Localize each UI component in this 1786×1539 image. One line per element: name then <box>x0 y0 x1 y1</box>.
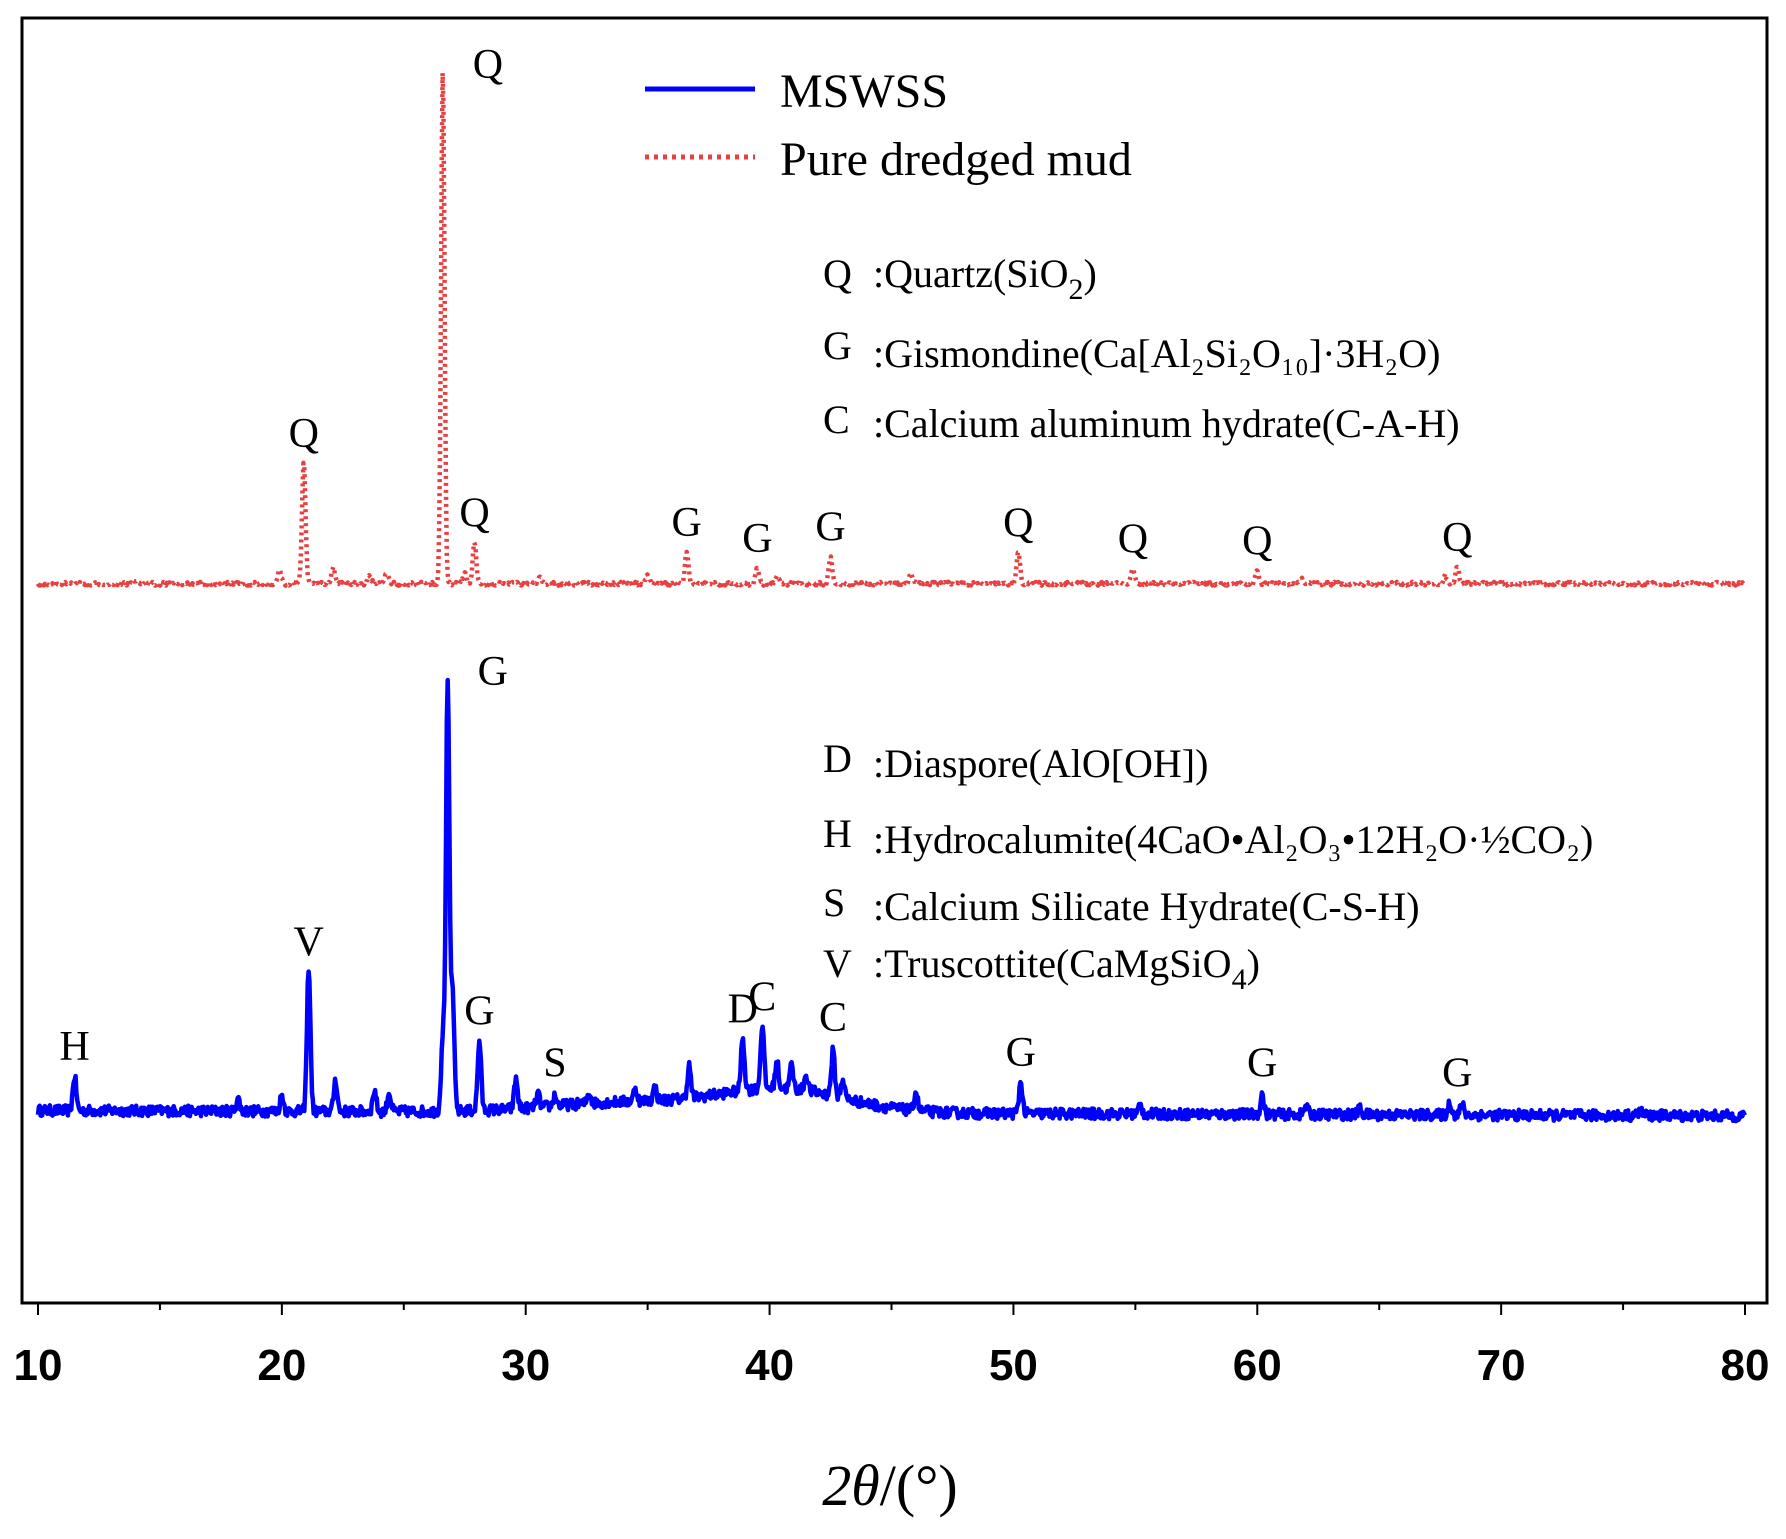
x-tick-label: 80 <box>1721 1341 1770 1390</box>
x-tick-labels: 10 20 30 40 50 60 70 80 <box>14 1341 1770 1390</box>
phase-key-bottom: D :Diaspore(AlO[OH]) H :Hydrocalumite(4C… <box>823 736 1593 996</box>
x-axis-label: 2θ/(°) <box>822 1453 957 1518</box>
legend-label-pure-dredged-mud: Pure dredged mud <box>780 133 1132 186</box>
peak-label: G <box>815 505 845 551</box>
phase-key-description: :Truscottite(CaMgSiO4) <box>873 941 1260 996</box>
x-tick-label: 50 <box>989 1341 1038 1390</box>
phase-key-description: :Calcium Silicate Hydrate(C-S-H) <box>873 884 1420 929</box>
phase-key-letter: S <box>823 880 845 925</box>
phase-key-description: :Hydrocalumite(4CaO•Al₂O₃•12H₂O·½CO₂) <box>873 817 1593 862</box>
peak-label: G <box>464 989 494 1035</box>
x-tick-label: 40 <box>745 1341 794 1390</box>
peak-label: Q <box>1003 501 1033 547</box>
legend-label-mswss: MSWSS <box>780 65 948 118</box>
x-tick-label: 30 <box>501 1341 550 1390</box>
phase-key-description: :Gismondine(Ca[Al₂Si₂O₁₀]·3H₂O) <box>873 331 1440 376</box>
phase-key-letter: Q <box>823 251 852 296</box>
x-major-ticks <box>37 1303 1746 1315</box>
peak-label: Q <box>1118 517 1148 563</box>
phase-key-letter: D <box>823 736 852 781</box>
peak-label: D <box>728 986 758 1032</box>
phase-key-letter: V <box>823 941 852 986</box>
peak-label: H <box>59 1024 89 1070</box>
x-minor-ticks <box>158 1303 1625 1310</box>
peak-label: G <box>671 500 701 546</box>
peak-label: G <box>1442 1050 1472 1096</box>
peak-label: C <box>819 995 847 1041</box>
peak-label: Q <box>1442 515 1472 561</box>
x-tick-label: 20 <box>257 1341 306 1390</box>
series-line-mswss <box>35 677 1748 1124</box>
peak-label: G <box>742 516 772 562</box>
peak-label: G <box>1006 1030 1036 1076</box>
peak-label: V <box>294 920 324 966</box>
phase-key-letter: G <box>823 323 852 368</box>
peak-label: S <box>543 1041 566 1087</box>
plot-frame <box>20 16 1769 1305</box>
x-tick-label: 60 <box>1233 1341 1282 1390</box>
peak-label: Q <box>1242 518 1272 564</box>
phase-key-letter: C <box>823 397 850 442</box>
phase-key-description: :Diaspore(AlO[OH]) <box>873 741 1208 786</box>
phase-key-description: :Quartz(SiO2) <box>873 251 1097 306</box>
peak-label: G <box>1247 1040 1277 1086</box>
legend: MSWSS Pure dredged mud <box>645 65 1132 186</box>
peak-label: Q <box>459 491 489 537</box>
peak-label: G <box>478 649 508 695</box>
phase-key-description: :Calcium aluminum hydrate(C-A-H) <box>873 401 1460 446</box>
series-line-pure-dredged-mud <box>36 70 1747 588</box>
phase-key-top: Q :Quartz(SiO2) G :Gismondine(Ca[Al₂Si₂O… <box>823 251 1460 446</box>
peak-label: Q <box>289 411 319 457</box>
phase-key-letter: H <box>823 811 852 856</box>
x-tick-label: 70 <box>1477 1341 1526 1390</box>
peak-label: C <box>748 975 776 1021</box>
peak-label: Q <box>473 42 503 88</box>
x-tick-label: 10 <box>14 1341 63 1390</box>
